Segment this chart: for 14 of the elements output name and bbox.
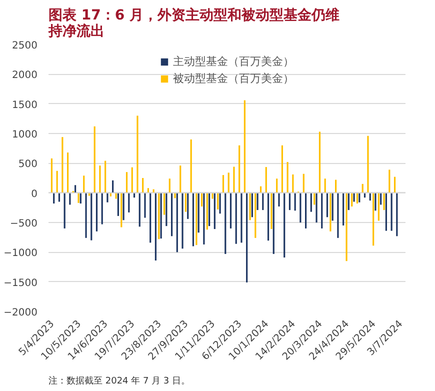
y-tick-label: 2000 bbox=[12, 70, 38, 82]
y-tick-label: 2500 bbox=[12, 40, 38, 52]
y-tick-label: 500 bbox=[18, 159, 38, 170]
y-tick-label: 0 bbox=[31, 188, 38, 200]
chart-title: 图表 17：6 月，外资主动型和被动型基金仍维持净流出 bbox=[48, 6, 340, 40]
y-tick-label: 1500 bbox=[12, 100, 38, 111]
y-tick-label: −1000 bbox=[4, 248, 38, 260]
y-tick-label: 1000 bbox=[12, 130, 38, 140]
y-tick-label: −1500 bbox=[4, 278, 38, 289]
legend-label: 主动型基金（百万美金） bbox=[173, 54, 294, 69]
y-tick-label: −500 bbox=[10, 218, 38, 230]
y-tick-label: −2000 bbox=[4, 308, 38, 318]
text: 注：数据截至 2024 年 7 月 3 日。 bbox=[48, 376, 190, 386]
legend-label: 被动型基金（百万美金） bbox=[173, 71, 294, 86]
